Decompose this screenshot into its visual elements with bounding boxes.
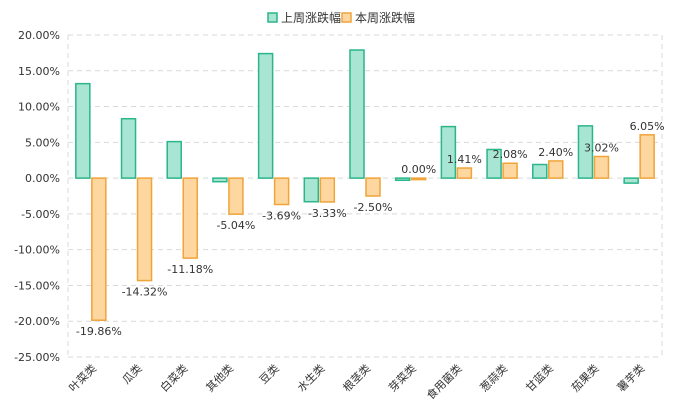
last-week-bar[interactable] — [440, 125, 457, 179]
this-week-bar[interactable] — [319, 177, 336, 203]
y-tick-label: -20.00% — [14, 315, 60, 328]
this-week-bar[interactable] — [456, 167, 473, 179]
category-label: 豆类 — [256, 361, 281, 386]
legend-label-last-week[interactable]: 上周涨跌幅 — [281, 10, 341, 25]
y-tick-label: 10.00% — [18, 101, 60, 114]
data-label: 1.41% — [447, 153, 482, 166]
last-week-bar[interactable] — [212, 177, 228, 183]
y-tick-label: -25.00% — [14, 351, 60, 364]
y-axis: 20.00% 15.00% 10.00% 5.00% 0.00% -5.00% -10.00… — [14, 29, 60, 364]
y-tick-label: -10.00% — [14, 244, 60, 257]
category-label: 甘蓝类 — [523, 361, 556, 394]
category-label: 其他类 — [203, 361, 236, 394]
last-week-bar[interactable] — [394, 177, 411, 182]
last-week-bar[interactable] — [623, 177, 639, 184]
data-label: -5.04% — [216, 219, 255, 232]
this-week-bar[interactable] — [639, 134, 655, 179]
last-week-bar[interactable] — [486, 148, 502, 179]
category-label: 芽菜类 — [386, 361, 419, 394]
this-week-bar[interactable] — [136, 177, 153, 282]
y-tick-label: -5.00% — [21, 208, 60, 221]
category-label: 食用菌类 — [423, 361, 464, 402]
last-week-bar[interactable] — [577, 125, 594, 179]
category-label: 葱蒜类 — [477, 361, 510, 394]
category-label: 瓜类 — [119, 361, 144, 386]
category-label: 白菜类 — [157, 361, 190, 394]
data-label: -19.86% — [76, 325, 122, 338]
this-week-bar[interactable] — [182, 177, 198, 259]
last-week-bar[interactable] — [303, 177, 320, 203]
last-week-bar[interactable] — [120, 117, 137, 179]
category-label: 水生类 — [294, 361, 327, 394]
legend-label-this-week[interactable]: 本周涨跌幅 — [355, 10, 415, 25]
this-week-bar[interactable] — [273, 177, 290, 206]
data-label: -2.50% — [354, 201, 393, 214]
grid-layer — [67, 34, 663, 358]
this-week-bar[interactable] — [548, 160, 564, 179]
data-label: 3.02% — [584, 142, 619, 155]
data-label: -3.69% — [262, 210, 301, 223]
category-label: 根茎类 — [340, 361, 373, 394]
this-week-bar[interactable] — [91, 177, 107, 321]
this-week-bar[interactable] — [410, 177, 427, 181]
category-label: 茄果类 — [568, 361, 601, 394]
data-label: 2.08% — [493, 148, 528, 161]
last-week-bar[interactable] — [166, 140, 182, 179]
data-label: -11.18% — [167, 263, 213, 276]
y-tick-label: -15.00% — [14, 279, 60, 292]
y-tick-label: 5.00% — [25, 136, 60, 149]
legend: 上周涨跌幅 本周涨跌幅 — [267, 10, 415, 25]
last-week-bar[interactable] — [75, 82, 91, 179]
y-tick-label: 15.00% — [18, 65, 60, 78]
data-label: 6.05% — [630, 120, 665, 133]
legend-swatch-last-week — [267, 12, 278, 23]
y-tick-label: 20.00% — [18, 29, 60, 42]
data-label: 0.00% — [401, 163, 436, 176]
category-label: 薯芋类 — [614, 361, 647, 394]
data-label: 2.40% — [538, 146, 573, 159]
this-week-bar[interactable] — [593, 155, 610, 179]
data-label: -3.33% — [308, 207, 347, 220]
legend-swatch-this-week — [341, 12, 352, 23]
x-axis: 叶菜类 瓜类 白菜类 其他类 豆类 水生类 根茎类 芽菜类 食用菌类 葱蒜类 甘蓝类 茄果类 薯芋类 — [66, 361, 648, 402]
last-week-bar[interactable] — [532, 163, 548, 179]
data-labels-layer: -19.86% -14.32% -11.18% -5.04% -3.69% -3.33% -… — [76, 120, 665, 338]
last-week-bar[interactable] — [349, 49, 365, 179]
category-label: 叶菜类 — [66, 361, 99, 394]
y-tick-label: 0.00% — [25, 172, 60, 185]
this-week-bar[interactable] — [228, 177, 244, 215]
last-week-bar[interactable] — [257, 52, 274, 179]
bars-layer — [75, 49, 655, 321]
this-week-bar[interactable] — [365, 177, 381, 197]
this-week-bar[interactable] — [502, 162, 518, 179]
data-label: -14.32% — [122, 286, 168, 299]
